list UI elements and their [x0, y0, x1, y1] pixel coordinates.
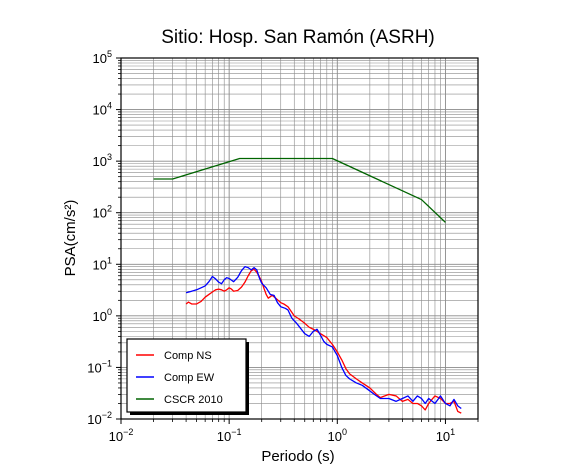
grid-lines — [120, 57, 479, 420]
y-tick-label: 105 — [93, 49, 112, 66]
legend: Comp NS Comp EW CSCR 2010 — [126, 338, 249, 415]
chart-title: Sitio: Hosp. San Ramón (ASRH) — [161, 27, 435, 48]
y-axis-label: PSA(cm/s²) — [62, 200, 79, 277]
x-tick-label: 10−2 — [109, 427, 134, 444]
series-line-comp-ns — [185, 268, 462, 414]
x-axis-label: Periodo (s) — [261, 448, 334, 465]
legend-label: Comp NS — [164, 350, 212, 362]
y-tick-label: 103 — [93, 152, 112, 169]
plot-frame — [120, 57, 479, 420]
y-tick-label: 10−2 — [87, 410, 112, 427]
x-tick-label: 101 — [436, 427, 455, 444]
legend-label: CSCR 2010 — [164, 394, 223, 406]
legend-label: Comp EW — [164, 372, 215, 384]
series-line-cscr-2010 — [153, 157, 446, 223]
axis-ticks: 10−2 10−1 100 101 10−2 10−1 100 101 102 103 104 105 — [87, 49, 479, 444]
data-series — [153, 157, 462, 414]
legend-box — [126, 338, 247, 413]
y-tick-label: 10−1 — [87, 358, 112, 375]
series-line-comp-ew — [185, 265, 462, 409]
y-tick-label: 100 — [93, 307, 112, 324]
x-tick-label: 100 — [328, 427, 347, 444]
y-tick-label: 102 — [93, 204, 112, 221]
x-tick-label: 10−1 — [217, 427, 242, 444]
y-tick-label: 101 — [93, 255, 112, 272]
y-tick-label: 104 — [93, 101, 112, 118]
